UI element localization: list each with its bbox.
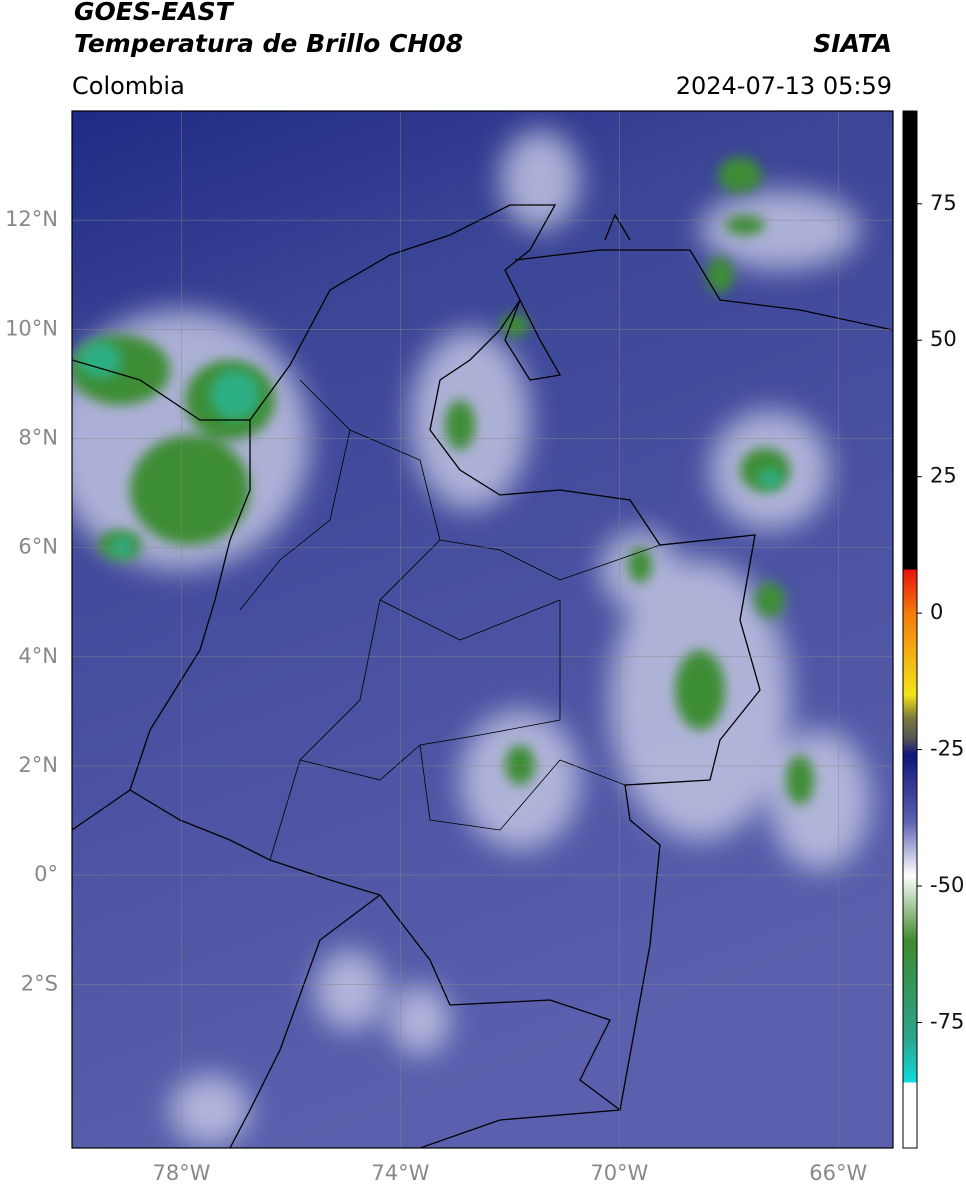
colorbar-tick-label: 25	[930, 464, 957, 488]
datetime: 2024-07-13 05:59	[676, 72, 892, 100]
colorbar-tick-label: -75	[930, 1009, 964, 1033]
subtitle: Temperatura de Brillo CH08	[74, 29, 463, 58]
y-tick-label: 10°N	[5, 316, 58, 340]
y-tick-label: 2°N	[18, 753, 58, 777]
grid	[72, 111, 893, 1148]
colorbar-tick-label: 50	[930, 327, 957, 351]
colorbar-tick-label: -50	[930, 873, 964, 897]
colorbar	[902, 110, 918, 1149]
y-tick-label: 8°N	[18, 425, 58, 449]
colorbar-tick-label: 0	[930, 600, 943, 624]
x-tick-label: 70°W	[590, 1161, 648, 1185]
colorbar-tick-label: 75	[930, 191, 957, 215]
y-tick-label: 12°N	[5, 207, 58, 231]
y-tick-label: 6°N	[18, 535, 58, 559]
y-tick-label: 4°N	[18, 644, 58, 668]
source: SIATA	[813, 29, 892, 58]
region: Colombia	[72, 72, 185, 100]
colorbar-tick-label: -25	[930, 737, 964, 761]
title: GOES-EAST	[74, 0, 235, 26]
y-tick-label: 0°	[34, 862, 58, 886]
x-tick-label: 74°W	[371, 1161, 429, 1185]
map-frame	[71, 110, 894, 1149]
x-tick-label: 66°W	[809, 1161, 867, 1185]
y-tick-label: 2°S	[21, 971, 58, 995]
x-tick-label: 78°W	[152, 1161, 210, 1185]
satellite-image	[72, 111, 893, 1148]
